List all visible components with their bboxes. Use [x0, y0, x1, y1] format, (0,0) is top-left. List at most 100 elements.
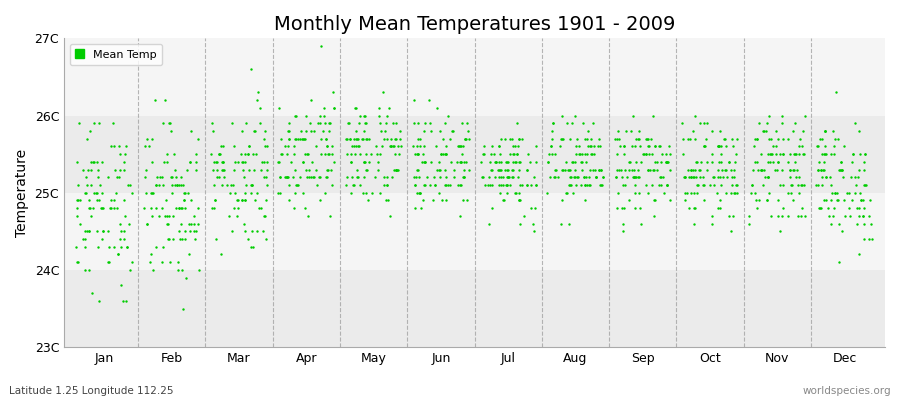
Point — [568, 166, 582, 173]
Point — [271, 159, 285, 165]
Point — [818, 128, 832, 134]
Point — [627, 182, 642, 188]
Point — [350, 166, 365, 173]
Point — [788, 159, 802, 165]
Point — [70, 197, 85, 204]
Point — [637, 151, 652, 157]
Point — [555, 136, 570, 142]
Point — [379, 197, 393, 204]
Point — [506, 143, 520, 150]
Point — [782, 166, 796, 173]
Point — [792, 143, 806, 150]
Point — [520, 182, 535, 188]
Point — [541, 159, 555, 165]
Point — [410, 143, 424, 150]
Point — [475, 174, 490, 180]
Point — [520, 182, 535, 188]
Point — [101, 228, 115, 234]
Point — [568, 112, 582, 119]
Point — [145, 159, 159, 165]
Point — [346, 143, 361, 150]
Point — [781, 136, 796, 142]
Point — [384, 143, 399, 150]
Point — [462, 166, 476, 173]
Point — [454, 159, 468, 165]
Point — [626, 174, 640, 180]
Point — [617, 143, 632, 150]
Point — [828, 136, 842, 142]
Point — [91, 166, 105, 173]
Point — [818, 128, 832, 134]
Point — [208, 197, 222, 204]
Point — [246, 151, 260, 157]
Point — [596, 174, 610, 180]
Point — [500, 159, 515, 165]
Point — [174, 182, 188, 188]
Point — [71, 182, 86, 188]
Point — [749, 197, 763, 204]
Point — [321, 151, 336, 157]
Point — [823, 174, 837, 180]
Point — [555, 136, 570, 142]
Point — [368, 174, 382, 180]
Point — [642, 143, 656, 150]
Point — [229, 190, 243, 196]
Point — [302, 166, 316, 173]
Point — [730, 136, 744, 142]
Point — [256, 159, 271, 165]
Point — [545, 120, 560, 126]
Point — [728, 159, 742, 165]
Point — [520, 166, 535, 173]
Point — [408, 205, 422, 211]
Point — [71, 259, 86, 266]
Point — [407, 97, 421, 103]
Point — [616, 205, 631, 211]
Point — [444, 159, 458, 165]
Point — [93, 182, 107, 188]
Point — [188, 236, 202, 242]
Point — [140, 220, 154, 227]
Point — [659, 159, 673, 165]
Point — [93, 120, 107, 126]
Point — [389, 136, 403, 142]
Point — [241, 236, 256, 242]
Point — [857, 166, 871, 173]
Point — [562, 182, 577, 188]
Point — [192, 267, 206, 273]
Point — [819, 151, 833, 157]
Point — [796, 151, 810, 157]
Point — [117, 228, 131, 234]
Point — [724, 190, 738, 196]
Point — [856, 213, 870, 219]
Point — [245, 182, 259, 188]
Point — [353, 112, 367, 119]
Point — [454, 151, 469, 157]
Point — [94, 190, 109, 196]
Point — [513, 182, 527, 188]
Point — [648, 159, 662, 165]
Point — [478, 182, 492, 188]
Point — [300, 174, 314, 180]
Point — [714, 151, 728, 157]
Point — [207, 182, 221, 188]
Point — [745, 166, 760, 173]
Point — [857, 159, 871, 165]
Point — [176, 305, 190, 312]
Point — [238, 190, 253, 196]
Point — [558, 166, 572, 173]
Point — [751, 136, 765, 142]
Point — [562, 182, 577, 188]
Point — [482, 174, 496, 180]
Point — [846, 151, 860, 157]
Point — [259, 166, 274, 173]
Point — [660, 182, 674, 188]
Point — [257, 128, 272, 134]
Point — [125, 259, 140, 266]
Point — [248, 197, 262, 204]
Point — [826, 128, 841, 134]
Point — [725, 143, 740, 150]
Point — [747, 190, 761, 196]
Point — [207, 159, 221, 165]
Point — [125, 190, 140, 196]
Point — [386, 143, 400, 150]
